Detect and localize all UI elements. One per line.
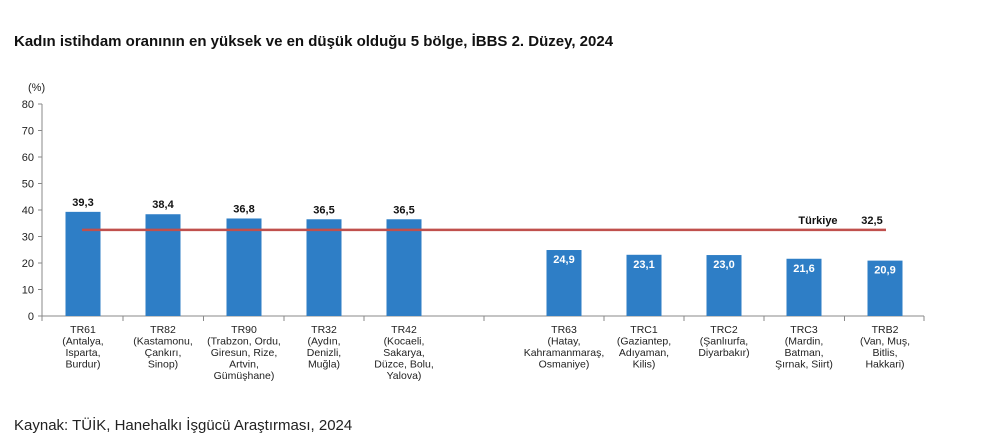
reference-line-group: Türkiye 32,5 — [82, 215, 886, 232]
data-label: 23,0 — [713, 259, 734, 271]
reference-line-name: Türkiye — [798, 215, 837, 227]
x-category-label: TR42 (Kocaeli, Sakarya, Düzce, Bolu, Yalova) — [374, 324, 434, 382]
axes: (%) 0 10 20 30 40 50 60 70 80 — [22, 82, 925, 323]
y-tick-label: 80 — [22, 99, 34, 111]
x-category-label: TRC1 (Gaziantep, Adıyaman, Kilis) — [617, 324, 671, 371]
bar-trc3 — [786, 258, 822, 316]
x-category-label: TR90 (Trabzon, Ordu, Giresun, Rize, Artvin,… — [207, 324, 281, 382]
data-label: 36,8 — [233, 203, 254, 215]
bar-tr82 — [145, 214, 181, 316]
y-axis-unit-label: (%) — [28, 82, 45, 94]
bar-tr61 — [65, 211, 101, 316]
bar-trb2 — [867, 260, 903, 316]
data-label: 39,3 — [72, 197, 93, 209]
y-tick-label: 30 — [22, 232, 34, 244]
x-category-label: TR32 (Aydın, Denizli, Muğla) — [307, 324, 341, 371]
y-tick-label: 40 — [22, 205, 34, 217]
bars — [65, 211, 903, 316]
bar-tr32 — [306, 219, 342, 316]
data-label: 24,9 — [553, 254, 574, 266]
y-tick-label: 10 — [22, 285, 34, 297]
data-label: 21,6 — [793, 263, 814, 275]
x-category-label: TRC2 (Şanlıurfa, Diyarbakır) — [698, 324, 749, 359]
x-category-label: TR82 (Kastamonu, Çankırı, Sinop) — [133, 324, 193, 371]
bar-tr90 — [226, 218, 262, 316]
y-tick-label: 60 — [22, 152, 34, 164]
bar-trc2 — [706, 255, 742, 316]
bar-trc1 — [626, 254, 662, 316]
x-category-label: TRC3 (Mardin, Batman, Şırnak, Siirt) — [775, 324, 833, 371]
bar-tr63 — [546, 250, 582, 316]
source-note: Kaynak: TÜİK, Hanehalkı İşgücü Araştırma… — [14, 417, 353, 434]
y-tick-label: 70 — [22, 126, 34, 138]
y-tick-label: 20 — [22, 258, 34, 270]
labels: 39,3 TR61 (Antalya, Isparta, Burdur) 38,4 TR82… — [62, 197, 910, 382]
x-category-label: TRB2 (Van, Muş, Bitlis, Hakkari) — [860, 324, 910, 371]
data-label: 36,5 — [393, 204, 414, 216]
data-label: 38,4 — [152, 199, 174, 211]
data-label: 20,9 — [874, 265, 895, 277]
y-tick-label: 0 — [28, 311, 34, 323]
reference-line-value: 32,5 — [861, 215, 882, 227]
x-category-label: TR63 (Hatay, Kahramanmaraş, Osmaniye) — [524, 324, 605, 371]
data-label: 36,5 — [313, 204, 334, 216]
x-category-label: TR61 (Antalya, Isparta, Burdur) — [62, 324, 103, 371]
y-tick-label: 50 — [22, 179, 34, 191]
chart-title: Kadın istihdam oranının en yüksek ve en … — [14, 33, 614, 50]
data-label: 23,1 — [633, 259, 654, 271]
bar-tr42 — [386, 219, 422, 316]
